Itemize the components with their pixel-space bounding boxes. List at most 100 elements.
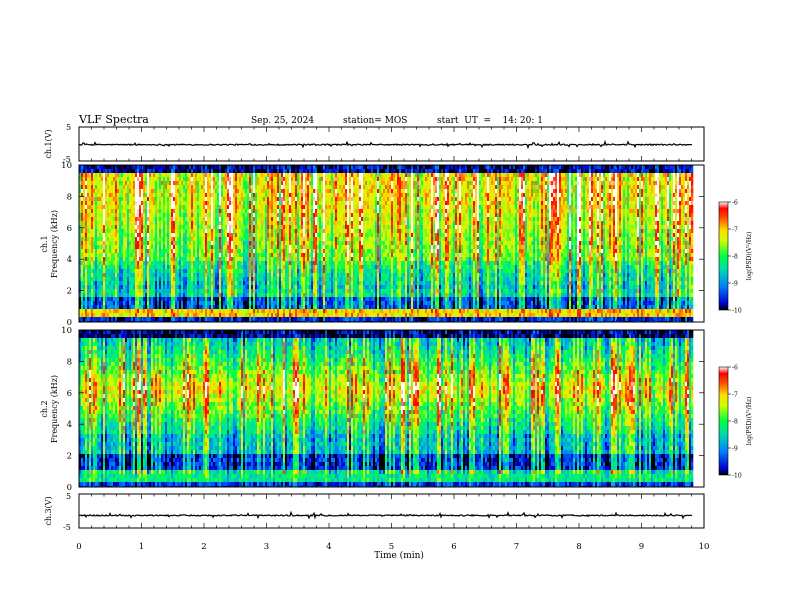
spectrogram-cell (195, 273, 198, 278)
spectrogram-cell (217, 241, 220, 246)
spectrogram-cell (219, 313, 222, 318)
spectrogram-cell (263, 217, 266, 222)
spectrogram-cell (191, 165, 194, 170)
spectrogram-cell (259, 209, 262, 214)
spectrogram-cell (109, 305, 112, 310)
spectrogram-cell (181, 281, 184, 286)
spectrogram-cell (241, 317, 244, 322)
spectrogram-cell (237, 169, 240, 174)
spectrogram-cell (195, 197, 198, 202)
spectrogram-cell (315, 197, 318, 202)
spectrogram-cell (181, 217, 184, 222)
spectrogram-cell (321, 285, 324, 290)
spectrogram-cell (249, 265, 252, 270)
spectrogram-cell (269, 189, 272, 194)
spectrogram-cell (305, 225, 308, 230)
spectrogram-cell (115, 237, 118, 242)
spectrogram-cell (203, 185, 206, 190)
spectrogram-cell (117, 245, 120, 250)
spectrogram-cell (319, 313, 322, 318)
spectrogram-cell (237, 177, 240, 182)
spectrogram-cell (215, 213, 218, 218)
spectrogram-cell (193, 269, 196, 274)
spectrogram-cell (121, 189, 124, 194)
spectrogram-cell (141, 249, 144, 254)
spectrogram-cell (213, 297, 216, 302)
spectrogram-cell (161, 265, 164, 270)
spectrogram-cell (87, 225, 90, 230)
spectrogram-cell (167, 173, 170, 178)
spectrogram-cell (271, 189, 274, 194)
spectrogram-cell (149, 269, 152, 274)
spectrogram-cell (173, 257, 176, 262)
spectrogram-cell (185, 205, 188, 210)
spectrogram-cell (269, 237, 272, 242)
spectrogram-cell (185, 289, 188, 294)
spectrogram-cell (83, 185, 86, 190)
spectrogram-cell (173, 221, 176, 226)
spectrogram-cell (245, 265, 248, 270)
spectrogram-cell (127, 237, 130, 242)
spectrogram-cell (321, 169, 324, 174)
spectrogram-cell (183, 293, 186, 298)
spectrogram-cell (223, 293, 226, 298)
spectrogram-cell (221, 273, 224, 278)
spectrogram-cell (303, 265, 306, 270)
spectrogram-cell (195, 309, 198, 314)
spectrogram-cell (295, 217, 298, 222)
spectrogram-cell (143, 281, 146, 286)
spectrogram-cell (255, 313, 258, 318)
spectrogram-cell (79, 265, 82, 270)
spectrogram-cell (217, 249, 220, 254)
spectrogram-cell (95, 185, 98, 190)
spectrogram-cell (89, 245, 92, 250)
spectrogram-cell (189, 265, 192, 270)
spectrogram-cell (119, 309, 122, 314)
spectrogram-cell (121, 181, 124, 186)
spectrogram-cell (269, 225, 272, 230)
spectrogram-cell (105, 269, 108, 274)
spectrogram-cell (309, 261, 312, 266)
spectrogram-cell (139, 281, 142, 286)
spectrogram-cell (115, 241, 118, 246)
spectrogram-cell (99, 317, 102, 322)
spectrogram-cell (103, 289, 106, 294)
spectrogram-cell (279, 189, 282, 194)
date-label: Sep. 25, 2024 (251, 116, 314, 126)
spectrogram-cell (203, 237, 206, 242)
spectrogram-cell (239, 261, 242, 266)
spectrogram-cell (255, 305, 258, 310)
spectrogram-cell (129, 237, 132, 242)
spectrogram-cell (129, 201, 132, 206)
spectrogram-cell (301, 209, 304, 214)
spectrogram-cell (301, 269, 304, 274)
spectrogram-cell (161, 277, 164, 282)
spectrogram-cell (285, 225, 288, 230)
spectrogram-cell (103, 233, 106, 238)
spectrogram-cell (167, 205, 170, 210)
spectrogram-cell (315, 257, 318, 262)
spectrogram-cell (291, 173, 294, 178)
spectrogram-cell (149, 253, 152, 258)
spectrogram-cell (179, 293, 182, 298)
spectrogram-cell (277, 193, 280, 198)
spectrogram-cell (169, 213, 172, 218)
spectrogram-cell (171, 205, 174, 210)
spectrogram-cell (209, 189, 212, 194)
spectrogram-cell (89, 209, 92, 214)
spectrogram-cell (135, 269, 138, 274)
spectrogram-cell (149, 181, 152, 186)
spectrogram-cell (107, 217, 110, 222)
spectrogram-cell (89, 281, 92, 286)
spectrogram-cell (269, 309, 272, 314)
spectrogram-cell (239, 253, 242, 258)
spectrogram-cell (205, 253, 208, 258)
spectrogram-cell (315, 205, 318, 210)
spectrogram-cell (83, 253, 86, 258)
spectrogram-cell (147, 233, 150, 238)
spectrogram-cell (151, 229, 154, 234)
spectrogram-cell (235, 169, 238, 174)
spectrogram-cell (231, 305, 234, 310)
spectrogram-cell (175, 169, 178, 174)
spectrogram-cell (137, 185, 140, 190)
